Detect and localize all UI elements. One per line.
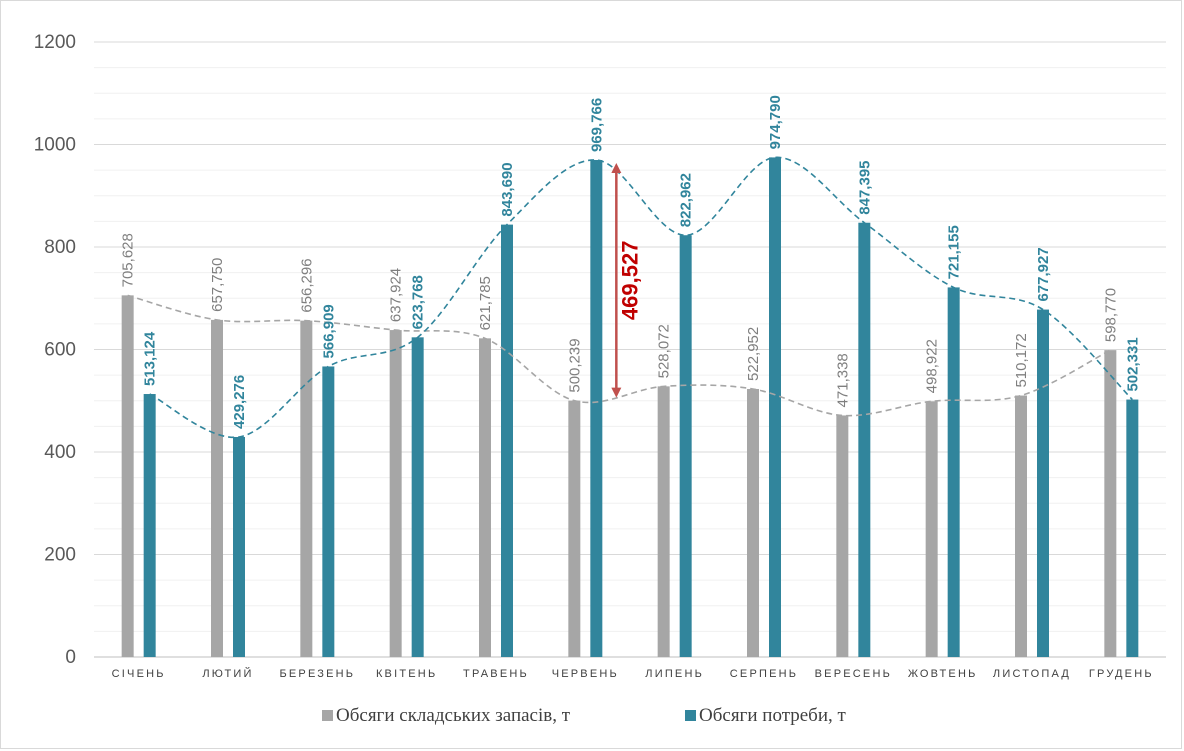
y-tick-label: 1200 xyxy=(34,32,76,53)
grid-layer xyxy=(94,41,1166,658)
data-label-demand: 847,395 xyxy=(856,160,873,214)
x-category-label: КВІТЕНЬ xyxy=(376,668,437,680)
bar-demand xyxy=(590,159,603,657)
data-label-demand: 513,124 xyxy=(142,331,159,386)
legend: Обсяги складських запасів, т Обсяги потре… xyxy=(322,705,846,726)
bar-demand xyxy=(143,394,156,657)
x-category-label: БЕРЕЗЕНЬ xyxy=(279,668,355,680)
bar-demand xyxy=(679,235,692,657)
data-label-stock: 528,072 xyxy=(656,324,673,378)
data-label-stock: 637,924 xyxy=(388,268,405,322)
axis-layer: 0 200 400 600 800 1000 1200 СІЧЕНЬ ЛЮТИЙ БЕРЕЗЕНЬ… xyxy=(34,32,1166,680)
bar-stock xyxy=(836,415,849,657)
x-category-label: ЖОВТЕНЬ xyxy=(908,668,978,680)
data-label-stock: 656,296 xyxy=(298,258,315,312)
data-label-stock: 500,239 xyxy=(566,338,583,392)
bar-demand xyxy=(858,222,871,657)
x-category-label: СІЧЕНЬ xyxy=(112,668,166,680)
y-tick-label: 600 xyxy=(44,340,76,361)
x-category-label: ТРАВЕНЬ xyxy=(463,668,529,680)
bar-stock xyxy=(657,386,670,657)
data-label-stock: 471,338 xyxy=(834,353,851,407)
bar-demand xyxy=(501,224,513,657)
bar-stock xyxy=(925,401,938,657)
data-label-stock: 621,785 xyxy=(477,276,494,330)
data-label-stock: 705,628 xyxy=(120,233,137,287)
x-category-label: ВЕРЕСЕНЬ xyxy=(815,668,892,680)
y-tick-label: 400 xyxy=(44,442,76,463)
data-label-demand: 974,790 xyxy=(767,95,784,149)
legend-swatch-demand xyxy=(685,710,696,721)
data-label-stock: 598,770 xyxy=(1102,288,1119,342)
x-category-label: ЛИСТОПАД xyxy=(993,668,1071,680)
data-label-demand: 677,927 xyxy=(1035,247,1052,301)
bar-stock xyxy=(568,400,581,657)
bar-demand xyxy=(769,157,781,658)
bar-stock xyxy=(1015,395,1027,657)
difference-label: 469,527 xyxy=(617,241,642,321)
bar-stock xyxy=(300,320,313,657)
bar-demand xyxy=(1037,309,1049,657)
y-tick-label: 0 xyxy=(65,647,76,668)
annotation-layer: 469,527 xyxy=(611,162,642,398)
x-category-label: СЕРПЕНЬ xyxy=(730,668,798,680)
data-label-stock: 510,172 xyxy=(1013,333,1030,387)
data-label-demand: 502,331 xyxy=(1124,337,1141,391)
bar-stock xyxy=(389,330,402,657)
data-label-stock: 522,952 xyxy=(745,327,762,381)
data-label-demand: 566,909 xyxy=(320,304,337,358)
x-category-label: ГРУДЕНЬ xyxy=(1089,668,1154,680)
bar-stock xyxy=(121,295,134,657)
trend-layer xyxy=(127,156,1133,438)
bar-demand xyxy=(322,366,335,657)
bar-layer xyxy=(121,157,1139,658)
data-label-demand: 623,768 xyxy=(410,275,427,329)
data-label-demand: 843,690 xyxy=(499,162,516,216)
x-category-label: ЛЮТИЙ xyxy=(202,667,253,680)
bar-stock xyxy=(747,388,759,657)
label-layer: 705,628 657,750 656,296 637,924 621,785 500,2… xyxy=(120,95,1142,429)
y-tick-label: 800 xyxy=(44,237,76,258)
x-category-label: ЧЕРВЕНЬ xyxy=(552,668,619,680)
data-label-demand: 429,276 xyxy=(231,375,248,429)
y-tick-label: 200 xyxy=(44,545,76,566)
trendline-stock xyxy=(127,294,1111,417)
bar-demand xyxy=(947,287,960,657)
bar-demand xyxy=(1126,399,1139,657)
data-label-stock: 498,922 xyxy=(924,339,941,393)
bar-stock xyxy=(1104,350,1117,657)
data-label-demand: 969,766 xyxy=(588,98,605,152)
bar-stock xyxy=(211,319,223,657)
data-label-demand: 822,962 xyxy=(678,173,695,227)
bar-demand xyxy=(233,436,245,657)
y-tick-label: 1000 xyxy=(34,135,76,156)
legend-label-stock: Обсяги складських запасів, т xyxy=(336,705,571,726)
x-category-label: ЛИПЕНЬ xyxy=(645,668,704,680)
legend-swatch-stock xyxy=(322,710,333,721)
bar-demand xyxy=(411,337,424,657)
bar-stock xyxy=(479,338,491,657)
data-label-stock: 657,750 xyxy=(209,258,226,312)
trendline-demand xyxy=(149,156,1133,438)
legend-label-demand: Обсяги потреби, т xyxy=(699,705,846,726)
data-label-demand: 721,155 xyxy=(946,225,963,279)
